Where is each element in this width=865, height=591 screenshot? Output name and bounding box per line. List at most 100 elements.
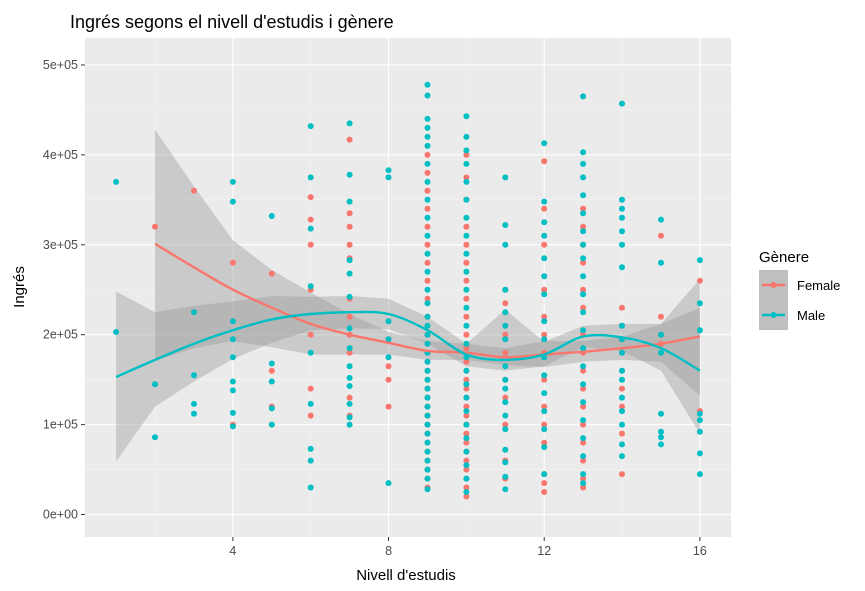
point-female — [346, 136, 353, 143]
point-male — [502, 241, 509, 248]
point-male — [424, 115, 431, 122]
point-male — [229, 354, 236, 361]
point-male — [619, 367, 625, 374]
point-female — [307, 216, 314, 223]
point-male — [229, 318, 236, 325]
point-male — [346, 120, 353, 127]
point-male — [424, 403, 431, 410]
point-male — [463, 133, 470, 140]
point-female — [424, 277, 431, 284]
point-male — [580, 309, 587, 316]
point-female — [541, 158, 548, 165]
x-tick-label: 16 — [693, 544, 707, 558]
point-male — [463, 250, 470, 257]
point-male — [424, 466, 431, 473]
point-male — [619, 228, 625, 235]
point-male — [658, 428, 664, 435]
point-male — [502, 286, 509, 293]
confidence-band-male — [116, 291, 700, 462]
point-female — [268, 270, 275, 277]
point-female — [307, 385, 314, 392]
point-female — [463, 484, 470, 491]
point-male — [424, 412, 431, 419]
point-male — [696, 428, 703, 435]
point-female — [580, 475, 587, 482]
point-male — [502, 222, 509, 228]
point-male — [619, 453, 625, 460]
point-male — [424, 376, 431, 383]
point-female — [580, 403, 587, 410]
point-male — [424, 196, 431, 203]
point-female — [541, 480, 548, 487]
point-male — [619, 205, 625, 212]
point-male — [619, 214, 625, 221]
point-male — [113, 178, 120, 185]
point-female — [385, 363, 392, 370]
point-male — [385, 336, 392, 343]
point-male — [346, 325, 353, 332]
point-male — [619, 394, 625, 401]
point-male — [502, 336, 509, 343]
point-male — [463, 475, 470, 482]
point-female — [268, 367, 275, 374]
point-male — [463, 214, 470, 221]
point-male — [619, 441, 625, 448]
point-male — [502, 363, 509, 370]
point-male — [658, 434, 664, 441]
point-male — [502, 459, 509, 466]
point-male — [152, 381, 158, 388]
point-male — [268, 421, 275, 428]
point-male — [463, 286, 470, 293]
scatter-points — [113, 81, 703, 500]
point-male — [463, 232, 470, 239]
point-male — [463, 435, 470, 442]
point-male — [385, 480, 392, 487]
point-male — [229, 409, 236, 416]
point-male — [502, 486, 509, 493]
point-male — [229, 336, 236, 343]
point-female — [463, 376, 470, 383]
point-male — [541, 318, 548, 325]
point-female — [191, 187, 197, 194]
point-male — [541, 255, 548, 262]
point-female — [463, 295, 470, 302]
point-female — [463, 439, 470, 446]
point-female — [580, 367, 587, 374]
legend-label-female: Female — [797, 278, 840, 293]
point-male — [541, 471, 548, 478]
point-male — [463, 147, 470, 154]
point-female — [307, 241, 314, 248]
point-male — [463, 394, 470, 401]
point-female — [619, 385, 625, 392]
point-female — [541, 403, 548, 410]
y-axis-title: Ingrés — [11, 266, 28, 308]
point-male — [346, 293, 353, 300]
point-female — [619, 471, 625, 478]
point-male — [658, 331, 664, 338]
point-male — [541, 372, 548, 379]
point-male — [580, 417, 587, 424]
point-male — [424, 214, 431, 221]
point-male — [463, 304, 470, 311]
point-male — [580, 363, 587, 370]
legend-point-female — [770, 282, 777, 288]
point-male — [424, 178, 431, 185]
point-male — [541, 444, 548, 451]
x-tick-label: 4 — [229, 544, 236, 558]
point-female — [229, 259, 236, 266]
point-female — [346, 223, 353, 230]
point-male — [580, 453, 587, 460]
y-tick-label: 4e+05 — [43, 148, 78, 162]
point-male — [424, 268, 431, 275]
point-male — [346, 345, 353, 352]
point-male — [346, 171, 353, 178]
point-male — [580, 241, 587, 248]
point-female — [424, 187, 431, 194]
point-male — [580, 291, 587, 298]
point-male — [696, 327, 703, 334]
point-male — [580, 160, 587, 167]
y-tick-label: 0e+00 — [43, 508, 78, 522]
point-female — [463, 151, 470, 158]
point-male — [307, 400, 314, 407]
point-male — [229, 178, 236, 185]
